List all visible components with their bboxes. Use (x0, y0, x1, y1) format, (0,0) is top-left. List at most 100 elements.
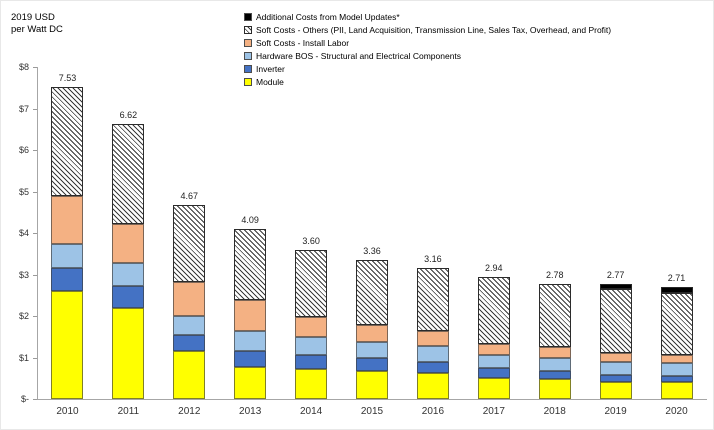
bar-total-label: 3.16 (424, 253, 442, 264)
bar-segment-soft (295, 316, 328, 337)
legend-swatch-icon (244, 64, 252, 73)
y-tick-mark (33, 357, 37, 359)
legend-item: Soft Costs - Install Labor (244, 36, 611, 49)
bar-segment-soft (234, 299, 267, 331)
bar-segment-soft (295, 249, 328, 317)
bar-segment-hardware (356, 341, 388, 359)
x-tick-label: 2019 (604, 406, 627, 417)
x-tick-label: 2014 (299, 406, 323, 417)
bar-total-label: 2.78 (545, 269, 564, 280)
legend-label: Hardware BOS - Structural and Electrical… (256, 50, 462, 61)
x-axis-line (37, 399, 707, 400)
bar-segment-hardware (477, 354, 510, 369)
y-tick-mark (33, 150, 37, 151)
bar-segment-inverter (416, 361, 449, 374)
bar-total-label: 2.71 (667, 272, 686, 283)
bar-segment-hardware (538, 357, 571, 372)
bar-segment-inverter (173, 334, 206, 352)
bar-segment-additional (599, 284, 632, 289)
x-tick-label: 2010 (56, 406, 79, 417)
bar-segment-soft (51, 196, 84, 245)
y-tick-mark (33, 233, 37, 234)
y-tick-label: $7 (18, 103, 29, 114)
y-tick-label: $1 (18, 352, 29, 363)
bar-total-label: 3.60 (302, 235, 320, 246)
bar-segment-soft (660, 355, 693, 364)
y-tick-mark (33, 108, 37, 110)
bar-segment-soft (173, 205, 206, 282)
y-tick-mark (33, 316, 37, 317)
bar-segment-soft (173, 281, 206, 316)
bar-total-label: 4.09 (241, 215, 259, 226)
x-tick-label: 2012 (178, 406, 201, 417)
bar-segment-inverter (356, 358, 388, 371)
bar-total-label: 6.62 (119, 110, 138, 121)
legend-swatch-icon (244, 12, 252, 21)
bar-total-label: 4.67 (180, 191, 199, 202)
bar-segment-soft (477, 276, 510, 345)
legend-label: Inverter (256, 63, 285, 74)
bar-segment-module (356, 370, 388, 399)
y-tick-mark (33, 67, 37, 68)
bar-total-label: 2.77 (606, 270, 625, 281)
bar-segment-inverter (599, 375, 632, 382)
bar-segment-inverter (295, 354, 328, 370)
bar-segment-soft (538, 347, 571, 358)
y-tick-label: $6 (18, 145, 29, 155)
bar-segment-hardware (234, 330, 267, 351)
bar-segment-module (173, 351, 206, 399)
bar-segment-module (599, 381, 632, 399)
legend-swatch-icon (244, 77, 252, 86)
bar-segment-soft (660, 293, 693, 355)
bar-segment-module (538, 379, 571, 399)
bar-total-label: 2.94 (485, 262, 503, 273)
bar-segment-module (51, 291, 84, 399)
bar-segment-module (477, 378, 510, 399)
legend-label: Soft Costs - Others (PII, Land Acquisiti… (256, 24, 612, 35)
bar-segment-soft (599, 289, 632, 353)
bar-segment-inverter (477, 368, 510, 379)
y-tick-label: $2 (18, 311, 29, 321)
y-axis-unit-line1: 2019 USD (11, 12, 55, 23)
y-tick-label: $3 (18, 269, 29, 280)
bar-segment-hardware (51, 244, 84, 269)
legend-label: Soft Costs - Install Labor (256, 37, 350, 48)
legend-item: Module (244, 75, 611, 88)
bar-segment-module (234, 366, 267, 399)
x-tick-label: 2020 (665, 406, 688, 417)
bar-segment-inverter (234, 350, 267, 367)
bar-segment-module (416, 373, 449, 399)
bar-segment-module (112, 307, 145, 399)
bar-segment-soft (234, 229, 267, 300)
y-tick-label: $4 (18, 228, 29, 238)
y-tick-label: $- (20, 394, 29, 404)
x-tick-label: 2017 (482, 406, 505, 417)
bar-segment-inverter (51, 268, 84, 292)
bar-segment-inverter (112, 286, 145, 308)
bar-segment-soft (112, 223, 145, 264)
x-tick-label: 2018 (543, 406, 566, 417)
x-tick-label: 2011 (117, 406, 140, 417)
y-tick-mark (33, 191, 37, 193)
chart-legend: Additional Costs from Model Updates* Soft… (244, 10, 611, 88)
x-tick-label: 2016 (421, 406, 445, 417)
bar-segment-inverter (538, 371, 571, 380)
bar-total-label: 3.36 (363, 245, 381, 256)
legend-label: Additional Costs from Model Updates* (256, 11, 400, 22)
bar-segment-soft (416, 267, 449, 332)
y-tick-mark (33, 399, 37, 400)
y-tick-label: $8 (18, 62, 29, 72)
legend-label: Module (256, 76, 284, 87)
legend-item: Soft Costs - Others (PII, Land Acquisiti… (244, 23, 611, 36)
bar-segment-soft (112, 124, 145, 224)
bar-segment-hardware (599, 361, 632, 376)
y-axis-unit-line2: per Watt DC (11, 24, 63, 35)
bar-total-label: 7.53 (58, 72, 77, 83)
bar-segment-soft (599, 352, 632, 362)
bar-segment-soft (51, 86, 84, 197)
bar-segment-hardware (416, 345, 449, 362)
bar-segment-hardware (112, 263, 145, 287)
bar-segment-hardware (295, 336, 328, 355)
legend-item: Hardware BOS - Structural and Electrical… (244, 49, 611, 62)
legend-swatch-icon (244, 51, 252, 60)
